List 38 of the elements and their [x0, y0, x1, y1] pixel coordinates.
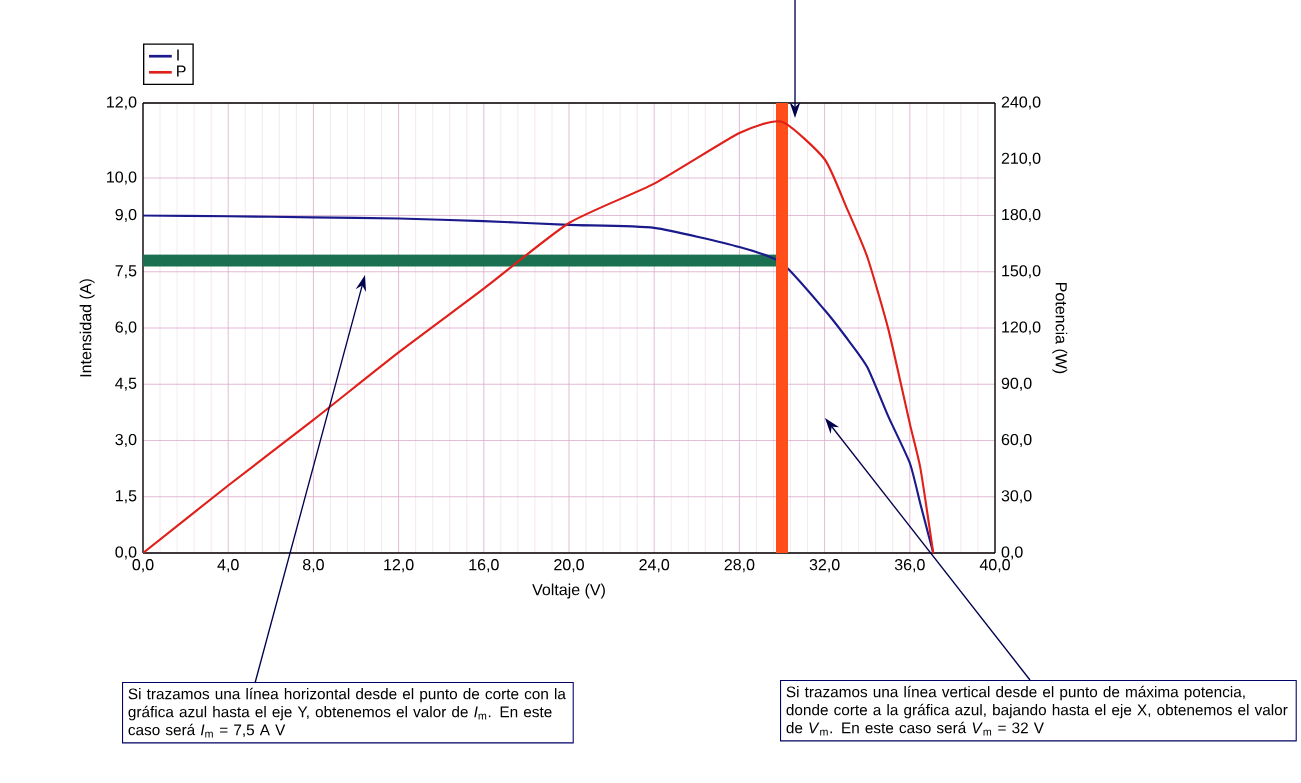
x-tick-label: 0,0 — [132, 559, 154, 573]
x-tick-label: 4,0 — [217, 559, 239, 573]
y-tick-label: 0,0 — [115, 546, 137, 560]
x-tick-label: 40,0 — [979, 559, 1010, 573]
x-tick-label: 20,0 — [554, 559, 584, 573]
y2-tick-label: 240,0 — [1001, 96, 1041, 110]
y-axis-title: Intensidad (A) — [79, 279, 95, 377]
x-tick-label: 24,0 — [639, 559, 670, 573]
y-tick-label: 3,0 — [115, 433, 137, 448]
y2-tick-label: 30,0 — [1001, 490, 1032, 504]
y-tick-label: 4,5 — [115, 377, 137, 391]
line-series — [143, 214, 935, 553]
y2-tick-label: 150,0 — [1002, 265, 1041, 279]
y2-tick-label: 90,0 — [1001, 377, 1032, 391]
y2-tick-label: 210,0 — [1001, 152, 1041, 166]
y-tick-label: 1,5 — [115, 490, 137, 504]
x-tick-label: 32,0 — [809, 559, 840, 573]
x-tick-label: 16,0 — [469, 559, 499, 573]
y-tick-label: 10,0 — [107, 171, 137, 185]
x-tick-label: 12,0 — [384, 559, 414, 573]
x-axis-title: Voltaje (V) — [532, 583, 605, 599]
y2-tick-label: 60,0 — [1001, 433, 1032, 448]
y2-axis-title: Potencia (W) — [1052, 283, 1068, 374]
line-series — [143, 120, 935, 553]
y-tick-label: 12,0 — [107, 96, 137, 110]
y-tick-label: 7,5 — [115, 265, 137, 279]
x-tick-label: 36,0 — [894, 559, 925, 573]
y-tick-label: 6,0 — [115, 321, 137, 335]
legend-label: I — [177, 49, 179, 61]
text: Si trazamos una línea vertical desde el punto de máxima potencia, donde corte a la gráfica azul, bajando hasta el eje X, obtenemos el valor de V$_{m}$. En este caso será V$_{m}$ = 32 V — [786, 685, 1288, 736]
y2-tick-label: 0,0 — [1001, 546, 1023, 560]
y2-tick-label: 120,0 — [1002, 321, 1041, 335]
y-tick-label: 9,0 — [115, 208, 137, 223]
legend-label: P — [177, 65, 186, 77]
x-tick-label: 28,0 — [724, 559, 755, 573]
y2-tick-label: 180,0 — [1002, 208, 1041, 223]
text: Si trazamos una línea horizontal desde el punto de corte con la gráfica azul hasta el eje Y, obtenemos el valor de I$_{m}$. En este caso será I$_{m}$ = 7,5 A V — [128, 687, 566, 738]
x-tick-label: 8,0 — [302, 559, 324, 573]
